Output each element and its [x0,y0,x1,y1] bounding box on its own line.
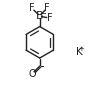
Text: O: O [28,69,36,79]
Text: K: K [76,47,83,57]
Text: F: F [47,13,52,23]
Text: F: F [29,3,35,13]
Text: −: − [40,9,47,18]
Text: F: F [44,3,49,13]
Text: +: + [78,46,84,52]
Text: B: B [36,11,44,21]
